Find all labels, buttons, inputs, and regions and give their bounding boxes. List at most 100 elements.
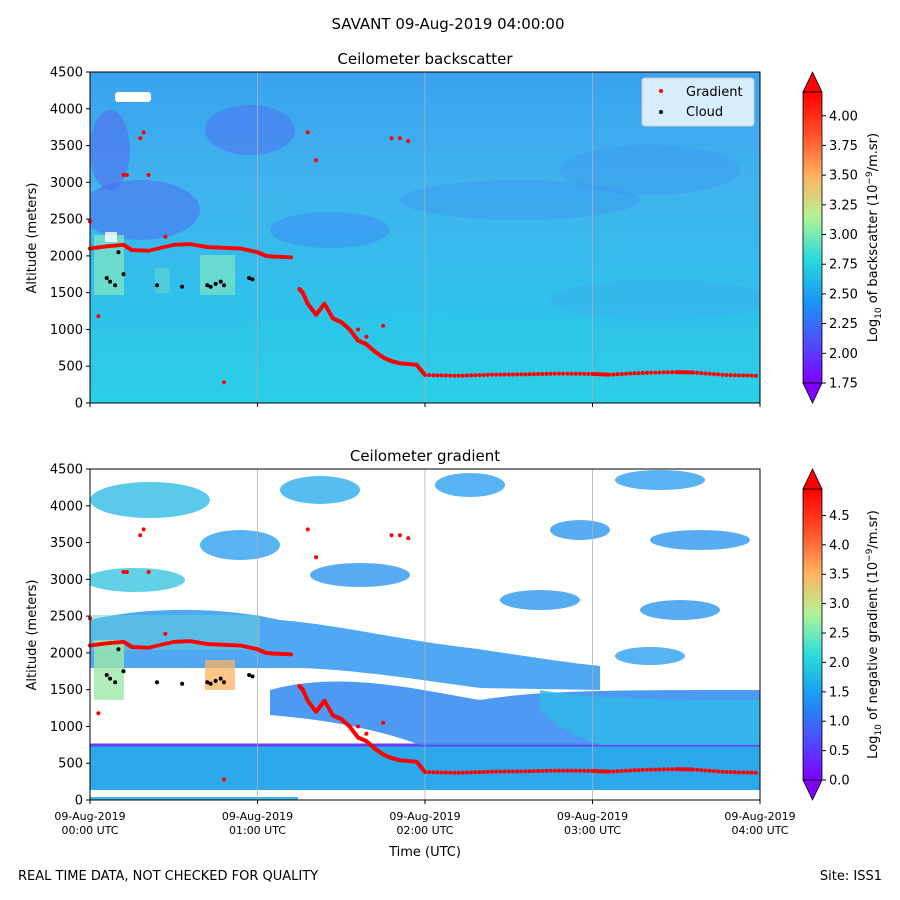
backscatter-cloud-layer <box>200 255 235 295</box>
gradient-point <box>477 770 482 775</box>
gradient-point <box>615 769 620 774</box>
gradient-x-axis: 09-Aug-2019 00:00 UTC 09-Aug-2019 01:00 UTC… <box>54 800 796 837</box>
y-tick-label: 4500 <box>50 66 83 81</box>
colorbar-tick-label: 2.00 <box>829 347 858 362</box>
gradient-blob <box>550 520 610 540</box>
gradient-point <box>439 373 444 378</box>
gradient-point <box>481 372 486 377</box>
colorbar-tick-label: 0.5 <box>829 744 850 759</box>
gradient-point <box>163 234 168 239</box>
colorbar-tick-label: 3.5 <box>829 568 850 583</box>
gradient-point <box>745 770 750 775</box>
gradient-point <box>464 373 469 378</box>
gradient-point <box>162 245 167 250</box>
gradient-point <box>168 640 173 645</box>
gradient-point <box>691 767 695 772</box>
gradient-point <box>573 768 578 773</box>
colorbar-tick-label: 2.25 <box>829 317 858 332</box>
gradient-point <box>523 372 528 377</box>
gradient-point <box>435 373 440 378</box>
y-tick-label: 1000 <box>50 720 83 735</box>
gradient-blob <box>650 530 750 550</box>
gradient-point <box>481 769 486 774</box>
gradient-point <box>640 767 645 772</box>
gradient-point <box>506 372 511 377</box>
gradient-point <box>665 370 670 375</box>
y-tick-label: 1000 <box>50 323 83 338</box>
gradient-point <box>557 371 561 376</box>
cloud-point <box>205 680 210 685</box>
gradient-point <box>146 172 151 177</box>
gradient-point <box>615 372 620 377</box>
gradient-point <box>649 767 654 772</box>
gradient-point <box>506 769 511 774</box>
colorbar-tick-label: 1.75 <box>829 377 858 392</box>
gradient-point <box>582 371 587 376</box>
colorbar-extend-max <box>802 71 823 93</box>
gradient-blob <box>310 563 410 587</box>
gradient-point <box>490 769 494 774</box>
gradient-point <box>96 314 101 319</box>
gradient-point <box>544 768 549 773</box>
backscatter-markers <box>88 130 758 385</box>
gradient-point <box>653 370 658 375</box>
gradient-field <box>90 469 760 800</box>
legend-gradient-label: Gradient <box>686 85 743 100</box>
gradient-point <box>494 372 499 377</box>
gradient-markers <box>88 527 758 782</box>
gradient-point <box>577 371 582 376</box>
gradient-point <box>582 768 587 773</box>
gradient-blob <box>615 470 705 490</box>
gradient-point <box>720 769 725 774</box>
gradient-colorbar: 0.0 0.5 1.0 1.5 2.0 2.5 3.0 3.5 4.0 4.5 Log10 of n… <box>802 468 884 801</box>
gradient-point <box>586 371 591 376</box>
colorbar-tick-label: 3.00 <box>829 228 858 243</box>
gradient-point <box>552 768 557 773</box>
y-tick-label: 2000 <box>50 249 83 264</box>
gradient-point <box>423 770 427 775</box>
gradient-point <box>670 767 675 772</box>
colorbar-label: Log10 of backscatter (10−9/m.sr) <box>865 133 884 342</box>
gradient-point <box>670 370 675 375</box>
gradient-point <box>146 248 151 253</box>
gradient-point <box>695 370 700 375</box>
site-label: Site: ISS1 <box>819 869 882 884</box>
gradient-point <box>222 777 226 782</box>
gradient-blob <box>90 482 210 518</box>
gradient-point <box>356 327 360 332</box>
gradient-point <box>519 372 524 377</box>
gradient-point <box>121 569 126 574</box>
gradient-point <box>149 248 154 253</box>
gradient-point <box>448 770 453 775</box>
y-tick-label: 1500 <box>50 286 83 301</box>
gradient-point <box>314 158 319 163</box>
gradient-cloud-layer <box>205 660 235 690</box>
gradient-point <box>473 373 478 378</box>
gradient-point <box>289 255 293 260</box>
gradient-point <box>121 172 126 177</box>
gradient-point <box>724 770 729 775</box>
colorbar-label: Log10 of negative gradient (10−9/m.sr) <box>865 510 884 759</box>
y-tick-label: 3000 <box>50 176 83 191</box>
gradient-point <box>737 770 742 775</box>
gradient-point <box>519 769 524 774</box>
gradient-point <box>703 768 708 773</box>
gradient-point <box>531 769 536 774</box>
gradient-point <box>138 136 143 141</box>
gradient-blob <box>90 568 185 592</box>
gradient-point <box>494 769 499 774</box>
gradient-point <box>364 731 369 736</box>
cloud-point <box>250 674 255 679</box>
gradient-point <box>460 770 465 775</box>
gradient-point <box>577 768 582 773</box>
gradient-point <box>707 371 712 376</box>
backscatter-y-axis-label: Altitude (meters) <box>25 183 40 294</box>
gradient-point <box>156 643 161 648</box>
x-tick-label: 09-Aug-2019 02:00 UTC <box>389 810 460 837</box>
gradient-point <box>431 770 436 775</box>
colorbar-tick-label: 2.75 <box>829 258 858 273</box>
legend-cloud-label: Cloud <box>686 105 723 120</box>
colorbar-tick-label: 3.0 <box>829 597 850 612</box>
figure-title: SAVANT 09-Aug-2019 04:00:00 <box>332 15 565 33</box>
gradient-point <box>406 139 411 144</box>
